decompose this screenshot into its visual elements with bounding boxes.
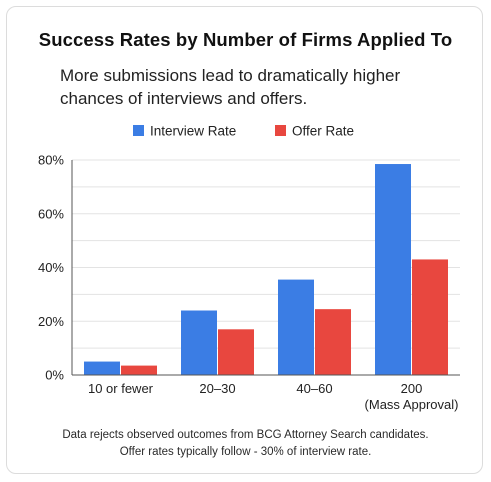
bar-offer-1 — [218, 329, 254, 375]
footnote-source: Data rejects observed outcomes from BCG … — [62, 429, 429, 441]
axes: 0%10%20%30%40%50%60%70%80%10 or fewer20–… — [38, 153, 460, 412]
y-tick-label: 60% — [38, 206, 64, 221]
legend: Interview Rate Offer Rate — [133, 124, 354, 139]
bar-interview-3 — [375, 164, 411, 375]
chart-subtitle: More submissions lead to dramatically hi… — [60, 66, 401, 108]
bar-interview-2 — [278, 279, 314, 375]
x-tick-sublabel: (Mass Approval) — [365, 397, 459, 412]
y-tick-label: 20% — [38, 314, 64, 329]
y-tick-label: 0% — [45, 368, 64, 383]
bar-offer-3 — [412, 259, 448, 375]
legend-swatch-offer — [275, 125, 286, 136]
legend-swatch-interview — [133, 125, 144, 136]
x-tick-label: 200 — [401, 381, 423, 396]
legend-label-interview: Interview Rate — [150, 124, 236, 139]
x-tick-label: 10 or fewer — [88, 381, 154, 396]
y-tick-label: 80% — [38, 153, 64, 168]
bar-interview-1 — [181, 310, 217, 375]
footnote-offer-rate: Offer rates typically follow - 30% of in… — [119, 446, 372, 458]
bar-offer-0 — [121, 365, 157, 375]
x-tick-label: 20–30 — [199, 381, 235, 396]
legend-label-offer: Offer Rate — [292, 124, 354, 139]
x-tick-label: 40–60 — [296, 381, 332, 396]
y-tick-label: 40% — [38, 260, 64, 275]
bar-offer-2 — [315, 309, 351, 375]
chart-title: Success Rates by Number of Firms Applied… — [38, 29, 453, 50]
bars — [84, 164, 448, 375]
bar-interview-0 — [84, 361, 120, 375]
